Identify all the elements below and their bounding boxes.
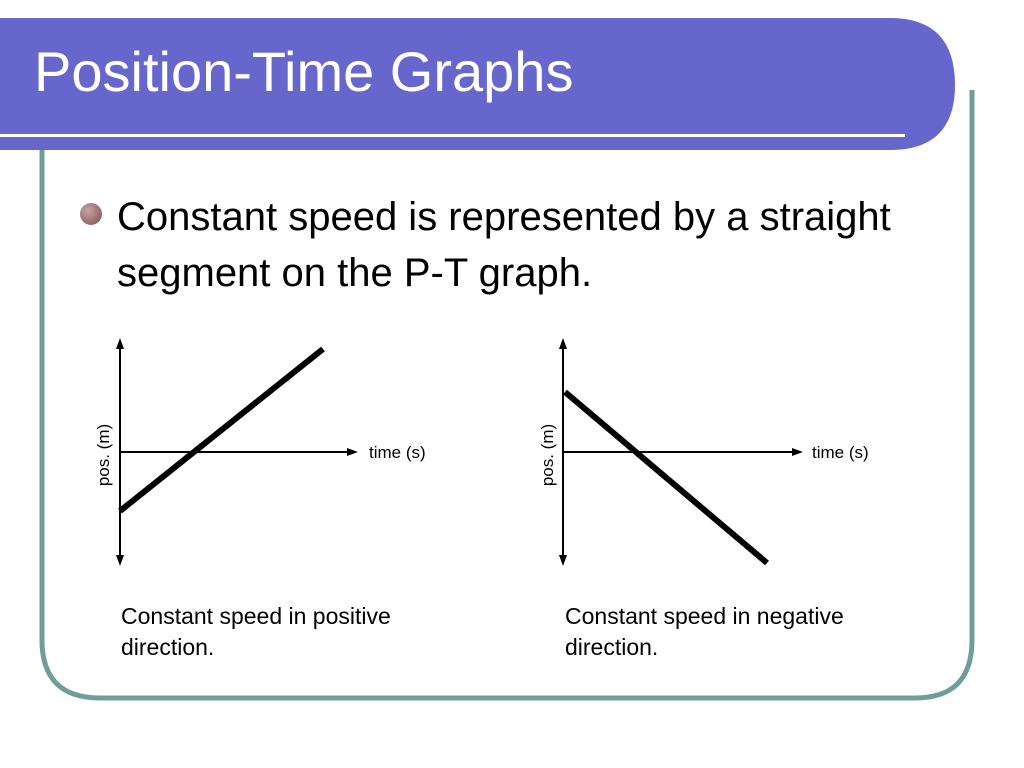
- title-underline: [0, 134, 905, 137]
- caption-line: Constant speed in negative: [565, 603, 844, 629]
- bullet-text: Constant speed is represented by a strai…: [117, 195, 891, 295]
- y-axis-arrow-down: [116, 555, 124, 566]
- caption-line: direction.: [121, 634, 215, 660]
- position-line-decreasing: [563, 389, 769, 566]
- title-band: [0, 18, 955, 150]
- graph-positive: [116, 338, 358, 566]
- caption-line: direction.: [565, 634, 659, 660]
- y-axis-label: pos. (m): [94, 423, 113, 487]
- y-axis-arrow-down: [559, 555, 567, 566]
- bullet-icon: [80, 203, 102, 225]
- x-axis-label: time (s): [812, 443, 869, 462]
- position-line-increasing: [118, 346, 325, 514]
- y-axis-arrow-up: [559, 338, 567, 349]
- graph-caption: Constant speed in negative direction.: [565, 601, 895, 663]
- y-axis-arrow-up: [116, 338, 124, 349]
- graph-caption: Constant speed in positive direction.: [121, 601, 451, 663]
- y-axis-label: pos. (m): [538, 423, 557, 487]
- slide-title: Position-Time Graphs: [34, 40, 574, 103]
- caption-line: Constant speed in positive: [121, 603, 391, 629]
- x-axis-arrow-right: [792, 448, 803, 456]
- content-frame-border: [39, 90, 975, 701]
- x-axis-label: time (s): [369, 443, 426, 462]
- x-axis-arrow-right: [347, 448, 358, 456]
- graph-negative: [559, 338, 803, 566]
